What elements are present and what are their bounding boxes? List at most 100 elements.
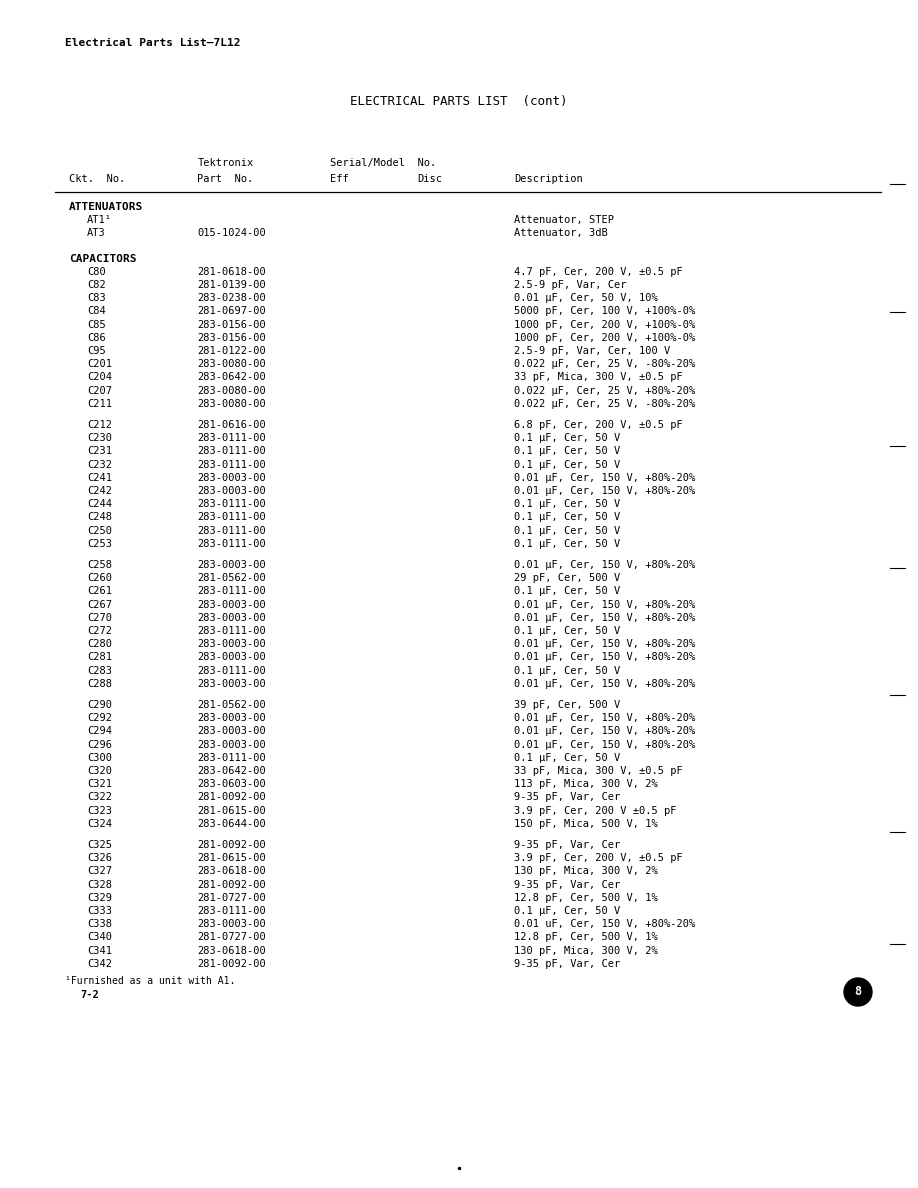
Text: 3.9 pF, Cer, 200 V ±0.5 pF: 3.9 pF, Cer, 200 V ±0.5 pF — [514, 805, 677, 816]
Text: Attenuator, 3dB: Attenuator, 3dB — [514, 228, 608, 239]
Text: C342: C342 — [87, 959, 112, 968]
Text: C340: C340 — [87, 933, 112, 942]
Text: 283-0111-00: 283-0111-00 — [197, 753, 266, 763]
Text: C260: C260 — [87, 573, 112, 583]
Text: C326: C326 — [87, 853, 112, 864]
Text: C82: C82 — [87, 280, 106, 290]
Text: C329: C329 — [87, 893, 112, 903]
Text: 1000 pF, Cer, 200 V, +100%-0%: 1000 pF, Cer, 200 V, +100%-0% — [514, 333, 695, 343]
Text: 281-0562-00: 281-0562-00 — [197, 700, 266, 710]
Text: ATTENUATORS: ATTENUATORS — [69, 202, 143, 211]
Text: C80: C80 — [87, 267, 106, 277]
Text: 283-0238-00: 283-0238-00 — [197, 293, 266, 303]
Text: 283-0003-00: 283-0003-00 — [197, 652, 266, 663]
Text: C327: C327 — [87, 866, 112, 877]
Text: 9-35 pF, Var, Cer: 9-35 pF, Var, Cer — [514, 879, 621, 890]
Text: C323: C323 — [87, 805, 112, 816]
Text: 283-0642-00: 283-0642-00 — [197, 766, 266, 776]
Text: C272: C272 — [87, 626, 112, 636]
Text: 281-0618-00: 281-0618-00 — [197, 267, 266, 277]
Text: 281-0092-00: 281-0092-00 — [197, 879, 266, 890]
Text: 0.01 μF, Cer, 150 V, +80%-20%: 0.01 μF, Cer, 150 V, +80%-20% — [514, 473, 695, 482]
Text: 283-0080-00: 283-0080-00 — [197, 359, 266, 369]
Text: C204: C204 — [87, 372, 112, 383]
Text: 281-0092-00: 281-0092-00 — [197, 792, 266, 802]
Text: Ckt.  No.: Ckt. No. — [69, 173, 125, 184]
Text: 283-0156-00: 283-0156-00 — [197, 333, 266, 343]
Text: Serial/Model  No.: Serial/Model No. — [330, 158, 437, 168]
Text: Eff: Eff — [330, 173, 349, 184]
Text: 281-0616-00: 281-0616-00 — [197, 421, 266, 430]
Text: 0.022 μF, Cer, 25 V, -80%-20%: 0.022 μF, Cer, 25 V, -80%-20% — [514, 359, 695, 369]
Text: 0.1 μF, Cer, 50 V: 0.1 μF, Cer, 50 V — [514, 460, 621, 469]
Text: 9-35 pF, Var, Cer: 9-35 pF, Var, Cer — [514, 959, 621, 968]
Text: 7-2: 7-2 — [80, 990, 99, 1000]
Text: 0.1 μF, Cer, 50 V: 0.1 μF, Cer, 50 V — [514, 587, 621, 596]
Text: C212: C212 — [87, 421, 112, 430]
Text: 0.01 μF, Cer, 150 V, +80%-20%: 0.01 μF, Cer, 150 V, +80%-20% — [514, 713, 695, 723]
Text: 283-0618-00: 283-0618-00 — [197, 946, 266, 955]
Text: ¹Furnished as a unit with A1.: ¹Furnished as a unit with A1. — [65, 977, 235, 986]
Text: Part  No.: Part No. — [197, 173, 253, 184]
Text: C341: C341 — [87, 946, 112, 955]
Text: C320: C320 — [87, 766, 112, 776]
Text: 0.022 μF, Cer, 25 V, +80%-20%: 0.022 μF, Cer, 25 V, +80%-20% — [514, 386, 695, 396]
Text: C253: C253 — [87, 539, 112, 549]
Text: C325: C325 — [87, 840, 112, 849]
Text: 281-0727-00: 281-0727-00 — [197, 933, 266, 942]
Text: 3.9 pF, Cer, 200 V, ±0.5 pF: 3.9 pF, Cer, 200 V, ±0.5 pF — [514, 853, 683, 864]
Text: C201: C201 — [87, 359, 112, 369]
Text: 5000 pF, Cer, 100 V, +100%-0%: 5000 pF, Cer, 100 V, +100%-0% — [514, 307, 695, 316]
Text: 0.01 μF, Cer, 150 V, +80%-20%: 0.01 μF, Cer, 150 V, +80%-20% — [514, 560, 695, 570]
Text: 283-0003-00: 283-0003-00 — [197, 678, 266, 689]
Text: Description: Description — [514, 173, 583, 184]
Text: C258: C258 — [87, 560, 112, 570]
Text: C241: C241 — [87, 473, 112, 482]
Circle shape — [844, 978, 872, 1006]
Text: 0.01 μF, Cer, 150 V, +80%-20%: 0.01 μF, Cer, 150 V, +80%-20% — [514, 613, 695, 623]
Text: C338: C338 — [87, 920, 112, 929]
Text: 0.1 μF, Cer, 50 V: 0.1 μF, Cer, 50 V — [514, 626, 621, 636]
Text: 283-0111-00: 283-0111-00 — [197, 434, 266, 443]
Text: 150 pF, Mica, 500 V, 1%: 150 pF, Mica, 500 V, 1% — [514, 819, 658, 829]
Text: Attenuator, STEP: Attenuator, STEP — [514, 215, 614, 226]
Text: C288: C288 — [87, 678, 112, 689]
Text: C280: C280 — [87, 639, 112, 649]
Text: 29 pF, Cer, 500 V: 29 pF, Cer, 500 V — [514, 573, 621, 583]
Text: 281-0562-00: 281-0562-00 — [197, 573, 266, 583]
Text: 283-0003-00: 283-0003-00 — [197, 600, 266, 609]
Text: 283-0111-00: 283-0111-00 — [197, 460, 266, 469]
Text: 283-0003-00: 283-0003-00 — [197, 560, 266, 570]
Text: 0.01 μF, Cer, 50 V, 10%: 0.01 μF, Cer, 50 V, 10% — [514, 293, 658, 303]
Text: 283-0111-00: 283-0111-00 — [197, 665, 266, 676]
Text: 33 pF, Mica, 300 V, ±0.5 pF: 33 pF, Mica, 300 V, ±0.5 pF — [514, 766, 683, 776]
Text: C242: C242 — [87, 486, 112, 497]
Text: 281-0139-00: 281-0139-00 — [197, 280, 266, 290]
Text: 0.1 μF, Cer, 50 V: 0.1 μF, Cer, 50 V — [514, 665, 621, 676]
Text: C292: C292 — [87, 713, 112, 723]
Text: 283-0003-00: 283-0003-00 — [197, 486, 266, 497]
Text: 283-0111-00: 283-0111-00 — [197, 499, 266, 510]
Text: C207: C207 — [87, 386, 112, 396]
Text: C84: C84 — [87, 307, 106, 316]
Text: 0.1 μF, Cer, 50 V: 0.1 μF, Cer, 50 V — [514, 539, 621, 549]
Text: 283-0080-00: 283-0080-00 — [197, 386, 266, 396]
Text: 283-0003-00: 283-0003-00 — [197, 473, 266, 482]
Text: 0.1 μF, Cer, 50 V: 0.1 μF, Cer, 50 V — [514, 499, 621, 510]
Text: C244: C244 — [87, 499, 112, 510]
Text: C300: C300 — [87, 753, 112, 763]
Text: C324: C324 — [87, 819, 112, 829]
Text: 281-0615-00: 281-0615-00 — [197, 805, 266, 816]
Text: 283-0644-00: 283-0644-00 — [197, 819, 266, 829]
Text: C211: C211 — [87, 399, 112, 409]
Text: 281-0092-00: 281-0092-00 — [197, 959, 266, 968]
Text: 281-0615-00: 281-0615-00 — [197, 853, 266, 864]
Text: C83: C83 — [87, 293, 106, 303]
Text: 283-0003-00: 283-0003-00 — [197, 639, 266, 649]
Text: 39 pF, Cer, 500 V: 39 pF, Cer, 500 V — [514, 700, 621, 710]
Text: 281-0727-00: 281-0727-00 — [197, 893, 266, 903]
Text: 283-0080-00: 283-0080-00 — [197, 399, 266, 409]
Text: C261: C261 — [87, 587, 112, 596]
Text: C296: C296 — [87, 740, 112, 750]
Text: 6.8 pF, Cer, 200 V, ±0.5 pF: 6.8 pF, Cer, 200 V, ±0.5 pF — [514, 421, 683, 430]
